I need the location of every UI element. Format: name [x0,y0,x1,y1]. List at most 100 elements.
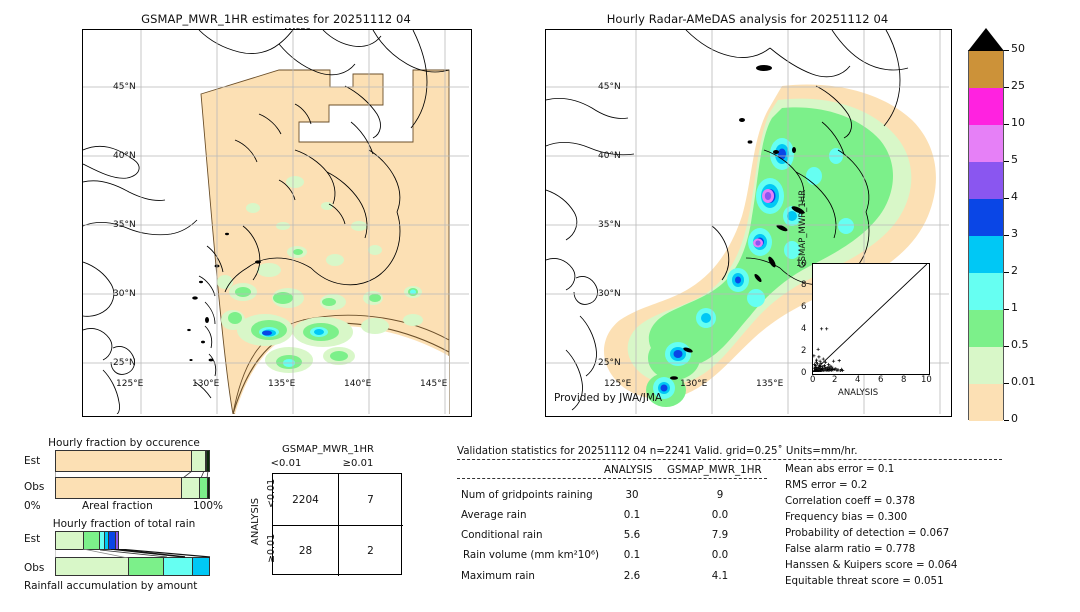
right-lat-tick-35: 35°N [598,220,621,230]
total-rain-row-label-obs: Obs [24,562,45,574]
scatter-point-27 [819,327,824,331]
validation-score-3: Frequency bias = 0.300 [785,511,908,523]
scatter-ytick-2: 2 [801,346,807,356]
colorbar-band-7 [969,310,1003,347]
occurrence-axis-max: 100% [193,500,224,512]
scatter-graphics [813,264,927,372]
right-lon-tick-130: 130°E [680,379,708,389]
colorbar-tick-label-6: 2 [1011,264,1018,277]
left-lat-tick-35: 35°N [113,220,136,230]
gsmap-estimate-map[interactable]: 45°N 40°N 35°N 30°N 25°N [82,29,472,417]
colorbar-band-0 [969,51,1003,88]
validation-header: Validation statistics for 20251112 04 n=… [457,445,858,457]
colorbar-tickmark-6 [1004,272,1009,273]
left-lon-tick-135: 135°E [268,379,296,389]
left-panel-title: GSMAP_MWR_1HR estimates for 20251112 04 [141,12,411,26]
occ-obs-segment-2 [199,478,207,498]
scatter-point-66 [822,368,826,372]
scatter-point-52 [836,368,840,372]
colorbar-tickmark-2 [1004,124,1009,125]
right-map-graphics [546,30,949,414]
contingency-column-group-label: GSMAP_MWR_1HR [282,444,374,455]
scatter-point-61 [816,368,820,372]
contingency-col-header-lt: <0.01 [270,458,302,469]
scatter-point-65 [820,366,825,370]
colorbar-tickmark-0 [1004,50,1009,51]
validation-score-7: Equitable threat score = 0.051 [785,575,944,587]
colorbar-band-6 [969,273,1003,310]
validation-divider-mid [457,478,767,479]
validation-row-label-3: Rain volume (mm km²10⁶) [463,549,600,561]
left-map-graphics [83,30,469,414]
scatter-ytick-10: 10 [796,259,807,269]
colorbar-band-4 [969,199,1003,236]
contingency-cell-1-1: 2 [367,544,374,557]
colorbar-band-2 [969,125,1003,162]
left-lat-tick-40: 40°N [113,151,136,161]
validation-col-estimate: GSMAP_MWR_1HR [667,464,762,476]
left-lon-tick-130: 130°E [192,379,220,389]
scatter-point-36 [825,327,829,331]
colorbar-tick-label-7: 1 [1011,301,1018,314]
scatter-point-70 [826,366,830,370]
contingency-table[interactable]: 2204 7 28 2 [272,473,403,576]
occurrence-chart-title: Hourly fraction by occurence [48,437,200,449]
tot-est-segment-2 [99,532,105,549]
validation-row-label-4: Maximum rain [461,570,535,582]
scatter-point-13 [815,362,820,366]
validation-row-analysis-4: 2.6 [623,570,641,582]
colorbar-tick-label-5: 3 [1011,227,1018,240]
total-rain-bar-obs[interactable] [55,557,210,576]
radar-amedas-map[interactable]: 45°N 40°N 35°N 30°N 25°N Provided by JWA… [545,29,952,417]
tot-est-segment-4 [108,532,115,549]
total-rain-bar-est[interactable] [55,531,119,550]
validation-row-analysis-1: 0.1 [623,509,641,521]
left-lon-tick-140: 140°E [344,379,372,389]
occ-est-segment-2 [205,451,207,471]
scatter-point-42 [828,364,832,368]
right-lat-tick-25: 25°N [598,358,621,368]
scatter-point-40 [827,369,831,372]
occurrence-bar-est[interactable] [55,450,210,472]
validation-row-label-0: Num of gridpoints raining [461,489,593,501]
occurrence-bar-obs[interactable] [55,477,210,499]
tot-est-segment-0 [56,532,84,549]
colorbar-tick-label-1: 25 [1011,79,1025,92]
colorbar-tickmark-3 [1004,161,1009,162]
contingency-row-axis-label: ANALYSIS [250,497,261,545]
colorbar[interactable] [968,50,1004,421]
occ-est-segment-1 [191,451,206,471]
scatter-point-56 [841,368,845,372]
tot-obs-segment-3 [192,558,209,575]
scatter-xtick-8: 8 [901,375,907,385]
validation-row-analysis-3: 0.1 [623,549,641,561]
right-lon-tick-135: 135°E [756,379,784,389]
scatter-point-32 [822,363,826,368]
validation-row-estimate-0: 9 [716,489,724,501]
contingency-vline [338,474,340,576]
colorbar-band-1 [969,88,1003,125]
colorbar-tickmark-9 [1004,383,1009,384]
left-lon-tick-145: 145°E [420,379,448,389]
colorbar-band-5 [969,236,1003,273]
occ-obs-segment-0 [56,478,182,498]
right-lat-tick-40: 40°N [598,151,621,161]
tot-est-segment-5 [114,532,118,549]
validation-divider-top [457,459,1002,460]
validation-col-analysis: ANALYSIS [604,464,653,476]
scatter-point-47 [831,368,835,372]
occurrence-axis-min: 0% [24,500,41,512]
left-lat-tick-30: 30°N [113,289,136,299]
colorbar-tick-label-4: 4 [1011,190,1018,203]
right-lat-tick-45: 45°N [598,82,621,92]
scatter-point-10 [815,358,819,362]
validation-row-estimate-3: 0.0 [711,549,729,561]
scatter-plot[interactable] [812,263,930,375]
colorbar-band-9 [969,384,1003,421]
total-rain-connector [55,549,211,558]
scatter-point-39 [826,362,830,367]
scatter-point-18 [817,355,821,359]
scatter-point-58 [813,362,817,367]
validation-row-estimate-4: 4.1 [711,570,729,582]
scatter-xtick-2: 2 [832,375,838,385]
